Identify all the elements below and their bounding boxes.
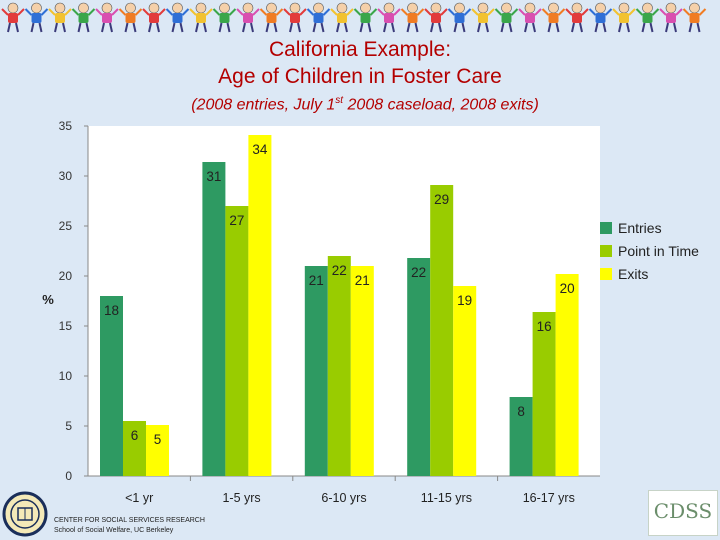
data-label-point-in-time: 22 xyxy=(332,263,347,278)
y-tick-label: 10 xyxy=(59,369,73,383)
child-figure-icon xyxy=(565,2,589,33)
child-figure-icon xyxy=(541,2,566,33)
child-figure-icon xyxy=(259,2,284,33)
footer-organization: CENTER FOR SOCIAL SERVICES RESEARCH Scho… xyxy=(54,516,205,536)
legend-item-point-in-time: Point in Time xyxy=(600,239,699,262)
child-figure-icon xyxy=(24,2,49,33)
data-label-point-in-time: 29 xyxy=(434,192,449,207)
legend-label-exits: Exits xyxy=(618,265,649,282)
data-label-exits: 21 xyxy=(355,273,370,288)
child-figure-icon xyxy=(635,2,660,33)
cdss-logo-text: CDSS xyxy=(653,499,713,523)
data-label-point-in-time: 6 xyxy=(131,428,139,443)
child-figure-icon xyxy=(588,2,613,33)
child-figure-icon xyxy=(142,2,166,33)
child-figure-icon xyxy=(353,2,378,33)
child-figure-icon xyxy=(189,2,213,33)
child-figure-icon xyxy=(447,2,472,33)
data-label-exits: 5 xyxy=(154,432,162,447)
data-label-point-in-time: 16 xyxy=(537,319,552,334)
child-figure-icon xyxy=(118,2,143,33)
bar-entries xyxy=(304,266,328,476)
child-figure-icon xyxy=(95,2,119,33)
data-label-entries: 22 xyxy=(411,265,426,280)
bar-point-in-time xyxy=(430,185,454,476)
y-tick-label: 0 xyxy=(65,469,72,483)
bar-entries xyxy=(509,397,533,476)
y-tick-label: 25 xyxy=(59,219,73,233)
bar-exits xyxy=(350,266,374,476)
child-figure-icon xyxy=(659,2,683,33)
data-label-exits: 20 xyxy=(560,281,575,296)
y-tick-label: 35 xyxy=(59,119,73,133)
legend: Entries Point in Time Exits xyxy=(600,216,699,285)
legend-swatch-exits xyxy=(600,267,612,280)
data-label-entries: 21 xyxy=(309,273,324,288)
legend-label-point-in-time: Point in Time xyxy=(618,242,699,259)
child-figure-icon xyxy=(494,2,519,33)
child-figure-icon xyxy=(283,2,307,33)
bar-point-in-time xyxy=(327,256,351,476)
bar-exits xyxy=(453,286,477,476)
child-figure-icon xyxy=(71,2,96,33)
footer-org-line-2: School of Social Welfare, UC Berkeley xyxy=(54,527,174,534)
chart-title-line-1: California Example: xyxy=(268,38,452,61)
uc-berkeley-seal-icon xyxy=(2,491,48,537)
legend-item-exits: Exits xyxy=(600,262,699,285)
child-figure-icon xyxy=(400,2,425,33)
child-figure-icon xyxy=(306,2,331,33)
footer-org-line-1: CENTER FOR SOCIAL SERVICES RESEARCH xyxy=(54,517,205,524)
child-figure-icon xyxy=(212,2,237,33)
subtitle-pre: (2008 entries, July 1 xyxy=(191,96,336,114)
y-tick-label: 5 xyxy=(65,419,72,433)
bar-entries xyxy=(202,162,226,476)
bar-entries xyxy=(100,296,123,476)
child-figure-icon xyxy=(471,2,495,33)
child-figure-icon xyxy=(236,2,260,33)
category-label: 6-10 yrs xyxy=(321,491,366,505)
category-label: 16-17 yrs xyxy=(523,491,575,505)
data-label-entries: 31 xyxy=(206,169,221,184)
y-tick-label: 15 xyxy=(59,319,73,333)
child-figure-icon xyxy=(682,2,707,33)
cdss-logo: CDSS xyxy=(648,490,718,536)
child-figure-icon xyxy=(1,2,25,33)
data-label-exits: 19 xyxy=(457,293,472,308)
subtitle-sup: st xyxy=(335,95,344,106)
data-label-point-in-time: 27 xyxy=(229,213,244,228)
y-tick-label: 30 xyxy=(59,169,73,183)
y-tick-label: 20 xyxy=(59,269,73,283)
child-figure-icon xyxy=(165,2,190,33)
child-figure-icon xyxy=(377,2,401,33)
data-label-exits: 34 xyxy=(252,142,268,157)
bar-point-in-time xyxy=(123,421,146,476)
child-figure-icon xyxy=(612,2,636,33)
chart-title-line-2: Age of Children in Foster Care xyxy=(218,65,502,88)
legend-item-entries: Entries xyxy=(600,216,699,239)
child-figure-icon xyxy=(518,2,542,33)
category-label: <1 yr xyxy=(125,491,153,505)
bar-exits xyxy=(146,425,169,476)
legend-swatch-entries xyxy=(600,221,612,234)
category-label: 1-5 yrs xyxy=(222,491,260,505)
bar-entries xyxy=(407,258,431,476)
bar-exits xyxy=(248,135,272,476)
bar-point-in-time xyxy=(532,312,556,476)
category-label: 11-15 yrs xyxy=(421,491,472,505)
data-label-entries: 18 xyxy=(104,303,119,318)
legend-label-entries: Entries xyxy=(618,219,662,236)
subtitle-post: 2008 caseload, 2008 exits) xyxy=(343,96,539,114)
children-banner xyxy=(1,2,707,33)
data-label-entries: 8 xyxy=(517,404,525,419)
legend-swatch-point-in-time xyxy=(600,244,612,257)
chart-subtitle: (2008 entries, July 1st 2008 caseload, 2… xyxy=(0,95,720,114)
bar-exits xyxy=(555,274,579,476)
y-axis-label: % xyxy=(42,292,54,307)
child-figure-icon xyxy=(424,2,448,33)
bar-point-in-time xyxy=(225,206,249,476)
child-figure-icon xyxy=(48,2,72,33)
child-figure-icon xyxy=(330,2,354,33)
